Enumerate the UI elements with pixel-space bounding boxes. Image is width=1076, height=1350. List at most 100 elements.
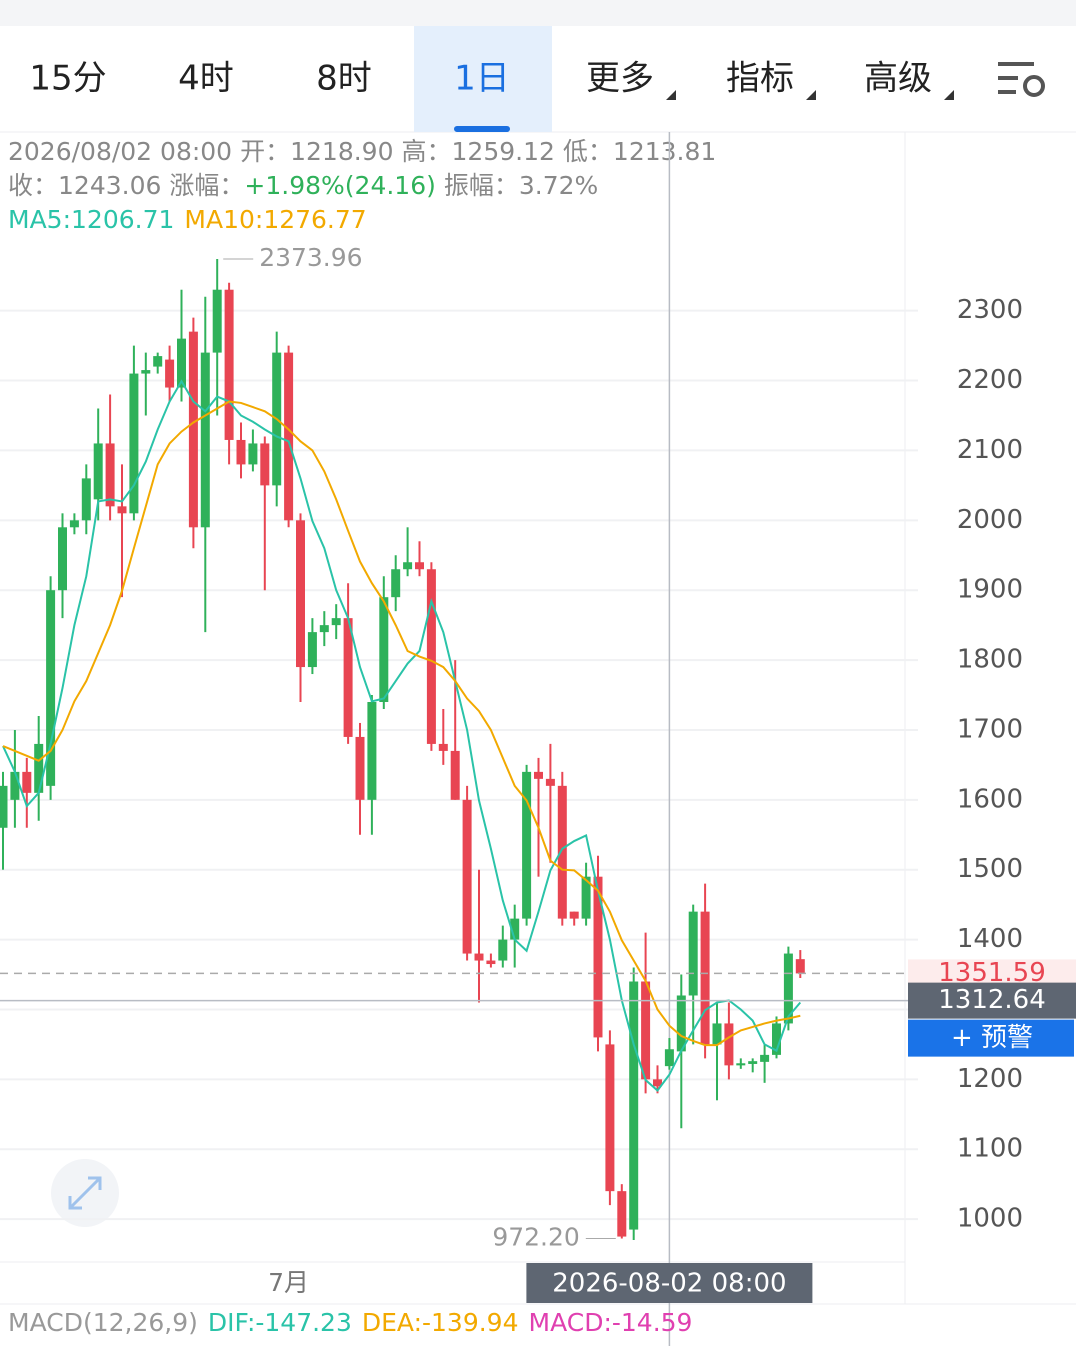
alert-button[interactable]: + 预警 xyxy=(908,1019,1074,1057)
candle-body xyxy=(736,1063,746,1066)
candle-body xyxy=(343,618,353,737)
candle-body xyxy=(569,911,579,919)
macd-item: MACD(12,26,9) xyxy=(8,1308,198,1337)
candle-body xyxy=(664,1049,674,1067)
candle-body xyxy=(712,1023,722,1045)
max-label: 2373.96 xyxy=(259,243,362,272)
tab-selected-bg xyxy=(414,26,552,132)
tab[interactable]: 更多 xyxy=(586,59,676,101)
candle-body xyxy=(450,750,460,800)
tab-label: 高级 xyxy=(864,59,932,99)
candle-body xyxy=(69,520,79,528)
candle-body xyxy=(0,785,8,828)
candle-body xyxy=(141,370,151,374)
y-tick-label: 1100 xyxy=(957,1134,1023,1164)
expand-arrow xyxy=(68,1176,102,1210)
tab[interactable]: 15分 xyxy=(29,59,106,99)
candle-body xyxy=(224,289,234,440)
icon-gear xyxy=(1023,75,1045,97)
info-value: 1243.06 xyxy=(58,171,161,200)
info-label: 低： xyxy=(563,137,613,166)
candle-body xyxy=(355,736,365,800)
candle-body xyxy=(319,625,329,633)
candle-body xyxy=(200,352,210,528)
min-label: 972.20 xyxy=(492,1223,579,1252)
info-date: 2026/08/02 08:00 xyxy=(8,137,232,166)
alert-button-label: + 预警 xyxy=(951,1023,1033,1053)
candle-body xyxy=(486,960,496,965)
candle-body xyxy=(700,911,710,1045)
info-value: 3.72% xyxy=(519,171,598,200)
candle-body xyxy=(534,771,543,779)
crosshair-price-bg xyxy=(908,982,1076,1019)
y-tick-label: 1900 xyxy=(957,575,1023,605)
candle-body xyxy=(593,876,603,1038)
candle-body xyxy=(58,527,67,591)
tab-label: 更多 xyxy=(586,59,654,99)
candle-body xyxy=(260,443,270,486)
candle-body xyxy=(46,590,56,786)
settings-icon[interactable] xyxy=(998,62,1045,97)
y-tick-label: 1500 xyxy=(957,854,1023,884)
y-tick-label: 2300 xyxy=(957,295,1023,325)
crosshair-date: 2026-08-02 08:00 xyxy=(552,1269,786,1299)
tab[interactable]: 指标 xyxy=(726,59,816,101)
info-label: 涨幅： xyxy=(169,171,244,200)
candle-body xyxy=(760,1054,770,1062)
y-tick-label: 1800 xyxy=(957,645,1023,675)
macd-item: DEA:-139.94 xyxy=(362,1308,519,1337)
ma-value: 1276.77 xyxy=(263,205,366,234)
tab[interactable]: 8时 xyxy=(316,59,372,99)
tab-label: 指标 xyxy=(726,59,794,99)
ma-line xyxy=(2,400,801,1047)
candle-body xyxy=(93,443,103,500)
y-tick-label: 2100 xyxy=(957,435,1023,465)
y-tick-label: 1400 xyxy=(957,924,1023,954)
status-strip xyxy=(0,0,1076,26)
candle-body xyxy=(212,289,222,353)
info-label: 振幅： xyxy=(444,171,519,200)
menu-caret xyxy=(806,90,816,100)
crosshair-date-bg xyxy=(526,1263,813,1303)
candle-body xyxy=(10,771,20,800)
menu-caret xyxy=(944,90,954,100)
candle-body xyxy=(783,953,793,1024)
macd-item: MACD:-14.59 xyxy=(529,1308,693,1337)
ma-value: 1206.71 xyxy=(71,205,174,234)
tab[interactable]: 4时 xyxy=(178,59,234,99)
candle-body xyxy=(605,1044,615,1192)
candle-body xyxy=(795,959,805,974)
y-tick-label: 2000 xyxy=(957,505,1023,535)
info-value: 1218.90 xyxy=(290,137,393,166)
candle-body xyxy=(688,911,698,996)
expand-button[interactable] xyxy=(51,1159,119,1227)
candle-body xyxy=(379,597,389,702)
tab-label: 8时 xyxy=(316,59,372,99)
tab[interactable]: 高级 xyxy=(864,59,954,101)
info-label: 收： xyxy=(8,171,58,200)
tab[interactable]: 1日 xyxy=(414,26,552,132)
candle-body xyxy=(498,939,508,961)
tab-label: 4时 xyxy=(178,59,234,99)
candle-body xyxy=(438,743,448,751)
candle-body xyxy=(415,562,424,570)
candle-body xyxy=(748,1061,758,1064)
alert-button-bg xyxy=(908,1019,1074,1057)
info-label: 高： xyxy=(402,137,452,166)
candle-body xyxy=(367,701,377,800)
candle-body xyxy=(129,373,139,514)
ma-name: MA10: xyxy=(184,205,263,234)
y-tick-label: 2200 xyxy=(957,365,1023,395)
candle-body xyxy=(724,1023,734,1066)
y-tick-label: 1700 xyxy=(957,714,1023,744)
candle-body xyxy=(331,618,341,626)
candle-body xyxy=(462,799,472,954)
info-line: 收：1243.06 涨幅：+1.98%(24.16) 振幅：3.72% xyxy=(8,171,598,200)
candle-body xyxy=(307,632,317,668)
info-line: 2026/08/02 08:00 开：1218.90 高：1259.12 低：1213… xyxy=(8,137,716,166)
ma-name: MA5: xyxy=(8,205,71,234)
candle-body xyxy=(676,995,686,1052)
candle-body xyxy=(81,478,91,521)
candle-body xyxy=(426,569,436,744)
